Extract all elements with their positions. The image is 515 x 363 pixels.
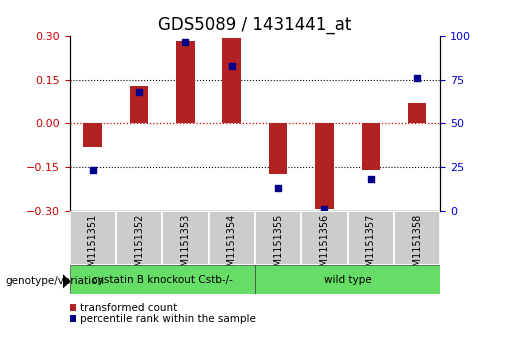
Text: GSM1151351: GSM1151351 (88, 213, 98, 278)
Bar (116, 211, 162, 265)
Bar (255, 265, 440, 294)
Text: transformed count: transformed count (80, 303, 177, 313)
Bar (315, 123, 334, 209)
Bar (255, 211, 301, 265)
Bar (130, 86, 148, 123)
Text: GSM1151354: GSM1151354 (227, 213, 237, 278)
Text: GSM1151353: GSM1151353 (180, 213, 191, 278)
Point (320, 206, 329, 212)
Bar (162, 211, 209, 265)
Point (413, 75, 421, 81)
Bar (70, 265, 255, 294)
Bar (70, 315, 76, 322)
Text: GSM1151356: GSM1151356 (319, 213, 330, 278)
Text: GSM1151355: GSM1151355 (273, 213, 283, 279)
Bar (70, 304, 76, 311)
Bar (209, 211, 255, 265)
Point (89, 168, 97, 174)
Point (181, 38, 190, 44)
Bar (70, 211, 116, 265)
Bar (222, 38, 241, 123)
Bar (301, 211, 348, 265)
Point (228, 63, 236, 69)
Text: cystatin B knockout Cstb-/-: cystatin B knockout Cstb-/- (92, 274, 233, 285)
Bar (176, 41, 195, 123)
Bar (269, 123, 287, 174)
Point (135, 89, 143, 95)
Bar (394, 211, 440, 265)
Bar (348, 211, 394, 265)
Title: GDS5089 / 1431441_at: GDS5089 / 1431441_at (158, 16, 352, 34)
Point (274, 185, 282, 191)
Text: wild type: wild type (324, 274, 371, 285)
Text: GSM1151352: GSM1151352 (134, 213, 144, 279)
Bar (408, 103, 426, 123)
Point (367, 176, 375, 182)
Text: GSM1151357: GSM1151357 (366, 213, 376, 279)
Bar (362, 123, 380, 170)
Bar (83, 123, 102, 147)
Polygon shape (63, 274, 71, 289)
Text: genotype/variation: genotype/variation (5, 276, 104, 286)
Text: percentile rank within the sample: percentile rank within the sample (80, 314, 256, 324)
Text: GSM1151358: GSM1151358 (412, 213, 422, 278)
